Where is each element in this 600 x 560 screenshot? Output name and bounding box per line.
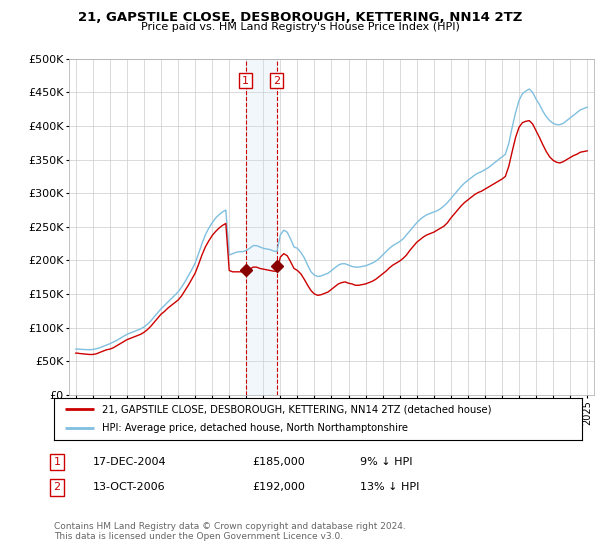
Text: 21, GAPSTILE CLOSE, DESBOROUGH, KETTERING, NN14 2TZ (detached house): 21, GAPSTILE CLOSE, DESBOROUGH, KETTERIN… [101, 404, 491, 414]
Text: £185,000: £185,000 [252, 457, 305, 467]
Text: 1: 1 [53, 457, 61, 467]
Text: 1: 1 [242, 76, 249, 86]
Text: HPI: Average price, detached house, North Northamptonshire: HPI: Average price, detached house, Nort… [101, 423, 407, 433]
Text: 2: 2 [273, 76, 280, 86]
Text: 21, GAPSTILE CLOSE, DESBOROUGH, KETTERING, NN14 2TZ: 21, GAPSTILE CLOSE, DESBOROUGH, KETTERIN… [78, 11, 522, 24]
Text: 9% ↓ HPI: 9% ↓ HPI [360, 457, 413, 467]
Bar [245, 59, 277, 395]
Text: 2: 2 [53, 482, 61, 492]
Text: 13% ↓ HPI: 13% ↓ HPI [360, 482, 419, 492]
Text: Price paid vs. HM Land Registry's House Price Index (HPI): Price paid vs. HM Land Registry's House … [140, 22, 460, 32]
Text: £192,000: £192,000 [252, 482, 305, 492]
Text: 13-OCT-2006: 13-OCT-2006 [93, 482, 166, 492]
Text: 17-DEC-2004: 17-DEC-2004 [93, 457, 167, 467]
Text: Contains HM Land Registry data © Crown copyright and database right 2024.
This d: Contains HM Land Registry data © Crown c… [54, 522, 406, 542]
